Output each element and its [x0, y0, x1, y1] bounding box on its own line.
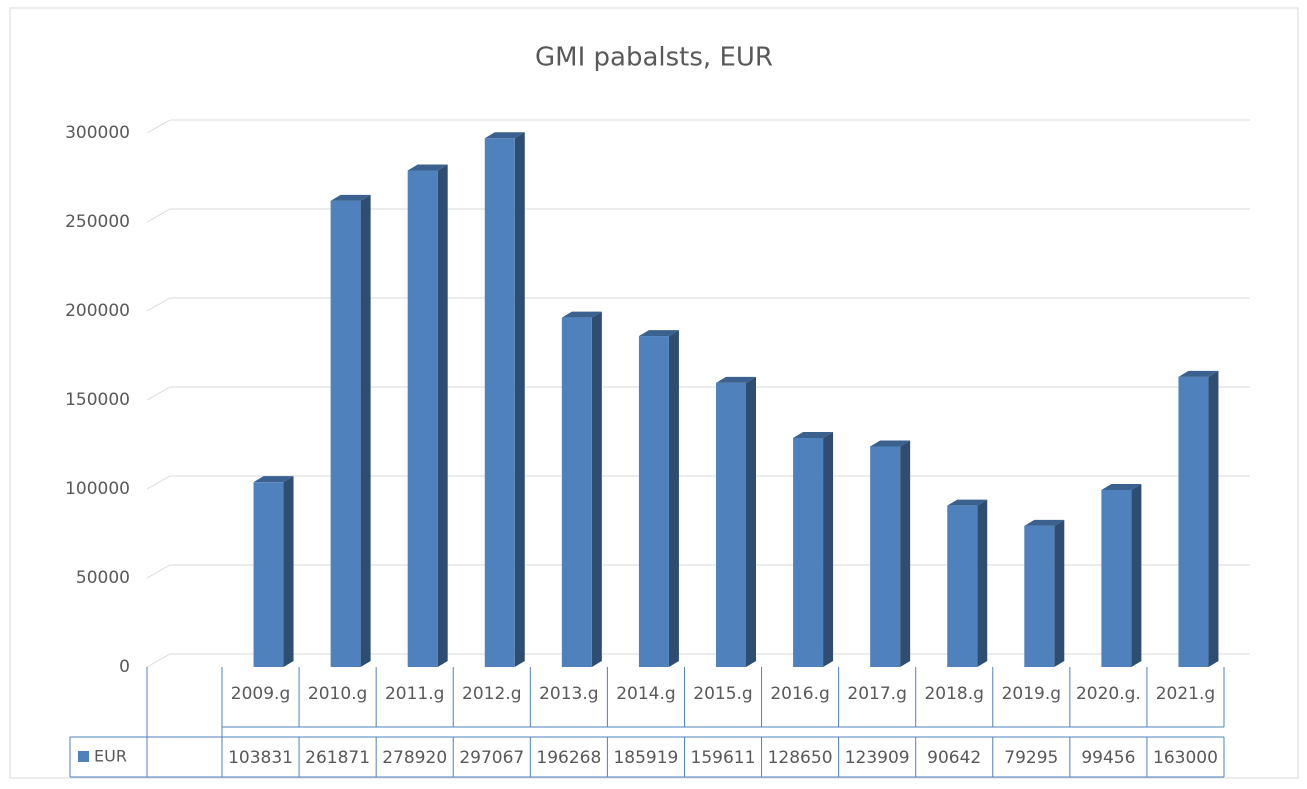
bar: [330, 200, 361, 667]
table-value: 79295: [1004, 748, 1058, 768]
bar-side: [900, 440, 911, 667]
grid-line: [146, 564, 171, 579]
bar: [484, 138, 515, 668]
bar-top: [330, 194, 371, 201]
x-tick-label: 2013.g: [539, 684, 598, 704]
bar: [716, 382, 746, 667]
bar: [253, 482, 284, 667]
grid-line: [146, 208, 171, 223]
grid-line: [146, 297, 171, 312]
y-tick-label: 0: [119, 657, 130, 677]
chart-title: GMI pabalsts, EUR: [535, 43, 773, 73]
grid-line: [146, 475, 171, 490]
bar-top: [1101, 483, 1142, 490]
table-value: 297067: [459, 748, 524, 768]
bar-top: [793, 432, 834, 439]
x-tick-label: 2021.g: [1156, 684, 1215, 704]
bar: [1178, 376, 1209, 667]
bar: [1024, 525, 1055, 667]
bar-top: [253, 476, 294, 483]
x-tick-label: 2010.g: [308, 684, 367, 704]
bar-top: [947, 499, 988, 506]
y-tick-label: 300000: [65, 123, 130, 143]
bar-top: [561, 311, 602, 318]
bar-top: [870, 440, 911, 447]
x-tick-label: 2017.g: [847, 684, 906, 704]
table-value: 128650: [768, 748, 833, 768]
bar-side: [1131, 483, 1142, 667]
bar: [407, 170, 438, 667]
table-value: 196268: [536, 748, 601, 768]
bar-side: [591, 311, 602, 667]
bar-top: [1178, 370, 1219, 377]
x-tick-label: 2020.g.: [1076, 684, 1141, 704]
bar-top: [484, 132, 525, 139]
x-tick-label: 2015.g: [693, 684, 752, 704]
legend-swatch: [78, 751, 89, 762]
y-tick-label: 100000: [65, 479, 130, 499]
bar-side: [437, 164, 448, 667]
x-tick-label: 2018.g: [924, 684, 983, 704]
bar-side: [514, 132, 525, 668]
y-tick-label: 150000: [65, 390, 130, 410]
table-value: 261871: [305, 748, 370, 768]
bar-side: [668, 330, 679, 667]
bar: [638, 336, 669, 667]
table-value: 90642: [927, 748, 981, 768]
grid-line: [146, 119, 171, 134]
table-value: 159611: [691, 748, 756, 768]
bar-side: [360, 194, 371, 667]
x-tick-label: 2014.g: [616, 684, 675, 704]
table-value: 278920: [382, 748, 447, 768]
bar: [1101, 489, 1132, 667]
table-value: 163000: [1153, 748, 1218, 768]
bar: [561, 317, 592, 667]
x-tick-label: 2016.g: [770, 684, 829, 704]
bar-top: [638, 330, 679, 337]
y-tick-label: 200000: [65, 301, 130, 321]
y-tick-label: 250000: [65, 212, 130, 232]
bar-top: [1024, 519, 1065, 526]
table-value: 185919: [613, 748, 678, 768]
grid-line: [146, 386, 171, 401]
bar: [870, 446, 901, 667]
bar: [793, 438, 824, 667]
bar-top: [716, 376, 756, 383]
table-value: 103831: [228, 748, 293, 768]
y-tick-label: 50000: [76, 568, 130, 588]
grid-line: [146, 653, 171, 668]
bar-side: [283, 476, 294, 667]
x-tick-label: 2011.g: [385, 684, 444, 704]
table-value: 123909: [845, 748, 910, 768]
bar-side: [977, 499, 988, 667]
bar-side: [823, 432, 834, 667]
x-tick-label: 2009.g: [231, 684, 290, 704]
bar-side: [1208, 370, 1219, 667]
x-tick-label: 2012.g: [462, 684, 521, 704]
bar: [947, 505, 978, 667]
bar-side: [746, 376, 756, 667]
legend-label: EUR: [94, 747, 127, 766]
bar-side: [1054, 519, 1065, 667]
table-value: 99456: [1081, 748, 1135, 768]
x-tick-label: 2019.g: [1002, 684, 1061, 704]
bar-top: [407, 164, 448, 171]
